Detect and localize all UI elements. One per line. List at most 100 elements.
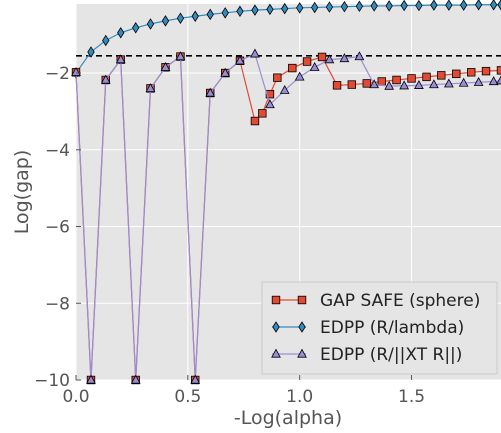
series-point xyxy=(235,55,245,65)
series-point xyxy=(422,72,431,82)
series-point xyxy=(385,0,393,12)
series-point xyxy=(160,61,171,71)
x-tick-label: 1.0 xyxy=(286,387,313,407)
y-tick-label: −4 xyxy=(45,141,70,161)
series-point xyxy=(310,1,319,14)
series-layer xyxy=(71,0,501,385)
x-tick-label: 0.0 xyxy=(62,387,89,407)
series-group xyxy=(71,48,501,384)
series-point xyxy=(145,83,156,93)
legend: GAP SAFE (sphere) EDPP (R/lambda) EDPP (R/… xyxy=(261,281,498,375)
series-point xyxy=(496,75,501,85)
series-point xyxy=(191,10,199,23)
series-point xyxy=(324,54,335,64)
series-point xyxy=(130,374,141,384)
series-point xyxy=(362,79,371,88)
x-axis-title: -Log(alpha) xyxy=(234,407,342,429)
series-point xyxy=(340,0,349,13)
y-tick-label: −6 xyxy=(45,218,70,238)
series-point xyxy=(414,80,424,89)
y-tick-label: −8 xyxy=(45,294,70,314)
series-point xyxy=(250,48,260,58)
x-axis-ticks: 0.0 0.5 1.0 1.5 xyxy=(62,375,425,407)
series-point xyxy=(444,78,454,88)
series-point xyxy=(146,18,155,30)
legend-marker xyxy=(271,348,281,358)
series-point xyxy=(190,374,201,384)
series-point xyxy=(325,1,334,13)
series-point xyxy=(377,77,386,86)
series-point xyxy=(400,0,408,12)
series-point xyxy=(459,0,468,11)
series-point xyxy=(265,89,275,99)
series-point xyxy=(317,52,327,62)
y-tick-label: −2 xyxy=(45,64,70,84)
series-point xyxy=(370,0,378,12)
series-point xyxy=(117,27,125,39)
series-point xyxy=(100,74,111,84)
series-point xyxy=(296,2,304,14)
legend-label: EDPP (R/||XT R||) xyxy=(320,345,462,365)
legend-marker xyxy=(272,321,280,333)
series-point xyxy=(445,0,453,11)
series-point xyxy=(294,71,305,81)
series-point xyxy=(497,0,501,11)
series-point xyxy=(175,51,186,61)
series-group xyxy=(72,0,501,79)
series-point xyxy=(332,81,342,90)
series-point xyxy=(250,116,260,126)
series-point xyxy=(132,22,140,34)
series-point xyxy=(251,4,259,16)
series-point xyxy=(437,71,446,80)
series-point xyxy=(302,57,312,66)
series-point xyxy=(281,2,289,15)
series-point xyxy=(206,8,214,21)
series-point xyxy=(399,80,410,90)
series-point xyxy=(279,84,290,94)
series-point xyxy=(488,76,499,86)
series-point xyxy=(102,34,110,47)
series-point xyxy=(355,0,364,13)
y-axis-ticks: −10 −8 −6 −4 −2 xyxy=(34,64,81,391)
series-point xyxy=(481,66,491,76)
series-point xyxy=(430,0,438,11)
series-point xyxy=(339,53,350,63)
legend-label: GAP SAFE (sphere) xyxy=(320,291,480,311)
legend-marker xyxy=(298,321,306,333)
series-point xyxy=(496,66,501,75)
series-point xyxy=(86,374,96,384)
y-axis-title: Log(gap) xyxy=(11,150,33,235)
x-tick-label: 0.5 xyxy=(174,387,201,407)
legend-marker xyxy=(271,295,281,305)
series-point xyxy=(87,46,95,58)
series-point xyxy=(347,80,357,89)
y-tick-label: −10 xyxy=(34,371,70,391)
series-point xyxy=(221,7,229,19)
legend-marker xyxy=(297,295,307,305)
series-point xyxy=(473,76,484,86)
series-point xyxy=(309,61,320,71)
series-point xyxy=(288,63,297,73)
legend-marker xyxy=(297,348,307,358)
series-point xyxy=(161,15,170,27)
series-point xyxy=(429,79,439,89)
series-point xyxy=(384,80,395,90)
series-point xyxy=(392,75,401,85)
series-point xyxy=(474,0,483,11)
series-point xyxy=(258,109,267,118)
series-point xyxy=(71,66,81,76)
series-point xyxy=(176,12,185,24)
series-point xyxy=(489,0,498,11)
series-point xyxy=(407,74,416,83)
x-tick-label: 1.5 xyxy=(398,387,425,407)
series-point xyxy=(266,3,274,16)
series-point xyxy=(265,99,275,109)
series-point xyxy=(467,68,476,77)
series-point xyxy=(220,67,231,77)
series-point xyxy=(236,5,244,18)
series-point xyxy=(452,69,461,79)
series-point xyxy=(415,0,423,12)
series-point xyxy=(115,54,126,64)
